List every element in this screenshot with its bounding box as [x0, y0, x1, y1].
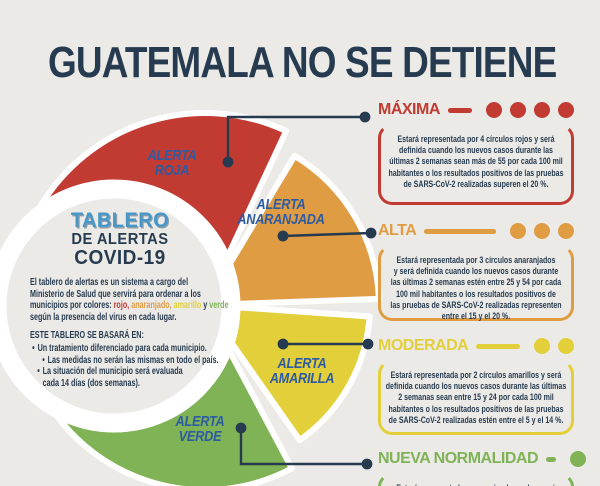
- panel-nueva-normalidad-box: Estará representada por un círculo verde…: [378, 473, 574, 486]
- bullet-marker: •: [37, 366, 40, 378]
- level-dots: [526, 338, 574, 354]
- level-dot: [558, 338, 574, 354]
- level-dots: [478, 102, 574, 118]
- level-dot: [534, 223, 550, 239]
- level-dots: [502, 223, 574, 239]
- tablero-card: TABLERO DE ALERTAS COVID-19 El tablero d…: [30, 210, 260, 389]
- panel-maxima-header: MÁXIMA: [378, 99, 574, 121]
- panel-nueva-normalidad: NUEVA NORMALIDAD Estará representada por…: [378, 448, 586, 486]
- slice-label-amarilla: ALERTA AMARILLA: [269, 355, 335, 387]
- level-dot: [510, 102, 526, 118]
- word-anaranjado: anaranjado,: [129, 300, 172, 312]
- level-dots: [562, 451, 586, 467]
- basis-heading: ESTE TABLERO SE BASARÁ EN:: [30, 330, 144, 342]
- panel-alta-label: ALTA: [378, 222, 417, 239]
- panel-moderada-box: Estará representada por 2 círculos amari…: [378, 360, 574, 435]
- intro-paragraph: El tablero de alertas es un sistema a ca…: [30, 277, 229, 323]
- slice-label-anaranjada: ALERTA ANARANJADA: [237, 196, 325, 228]
- panel-alta-text: Estará representada por 3 círculos anara…: [390, 255, 562, 323]
- page-title: GUATEMALA NO SE DETIENE: [48, 38, 557, 87]
- level-dot: [486, 102, 502, 118]
- panel-moderada-text: Estará representada por 2 círculos amari…: [385, 370, 567, 426]
- tablero-card-body: El tablero de alertas es un sistema a ca…: [30, 277, 240, 389]
- slice-label-roja: ALERTA ROJA: [147, 147, 197, 179]
- panel-nueva-normalidad-header: NUEVA NORMALIDAD: [378, 448, 586, 470]
- panel-maxima-label: MÁXIMA: [378, 101, 440, 118]
- panel-moderada-header: MODERADA: [378, 335, 574, 357]
- bullet-item: • Un tratamiento diferenciado para cada …: [32, 342, 207, 354]
- panel-nueva-normalidad-text: Estará representada por un círculo verde…: [382, 483, 570, 486]
- level-dot: [558, 102, 574, 118]
- level-dot: [558, 223, 574, 239]
- dash-line: [546, 456, 556, 462]
- level-dot: [534, 102, 550, 118]
- bullet-marker: •: [42, 354, 45, 366]
- panel-alta-box: Estará representada por 3 círculos anara…: [378, 245, 574, 323]
- tablero-title-line3: COVID-19: [74, 247, 166, 269]
- panel-nueva-normalidad-label: NUEVA NORMALIDAD: [378, 450, 539, 467]
- tablero-title-line1: TABLERO: [70, 209, 170, 232]
- panel-alta: ALTA Estará representada por 3 círculos …: [378, 220, 574, 323]
- panel-alta-header: ALTA: [378, 220, 574, 242]
- bullet-item: • La situación del municipio será evalua…: [37, 366, 183, 389]
- dash-line: [447, 107, 472, 113]
- panel-maxima-box: Estará representada por 4 círculos rojos…: [378, 124, 574, 205]
- word-rojo: rojo,: [113, 300, 130, 312]
- bullet-item: • Las medidas no serán las mismas en tod…: [42, 354, 219, 366]
- panel-moderada-label: MODERADA: [378, 337, 469, 354]
- dash-line: [424, 228, 496, 234]
- slice-label-verde: ALERTA VERDE: [175, 413, 225, 445]
- word-verde: verde: [209, 300, 229, 312]
- level-dot: [510, 223, 526, 239]
- dash-line: [476, 343, 520, 349]
- panel-moderada: MODERADA Estará representada por 2 círcu…: [378, 335, 574, 435]
- level-dot: [570, 451, 586, 467]
- tablero-card-title: TABLERO DE ALERTAS COVID-19: [35, 210, 206, 268]
- level-dot: [534, 338, 550, 354]
- bullet-marker: •: [32, 342, 35, 354]
- panel-maxima-text: Estará representada por 4 círculos rojos…: [388, 134, 564, 190]
- tablero-title-line2: DE ALERTAS: [71, 231, 169, 248]
- word-amarillo: amarillo: [171, 300, 202, 312]
- panel-maxima: MÁXIMA Estará representada por 4 círculo…: [378, 99, 574, 205]
